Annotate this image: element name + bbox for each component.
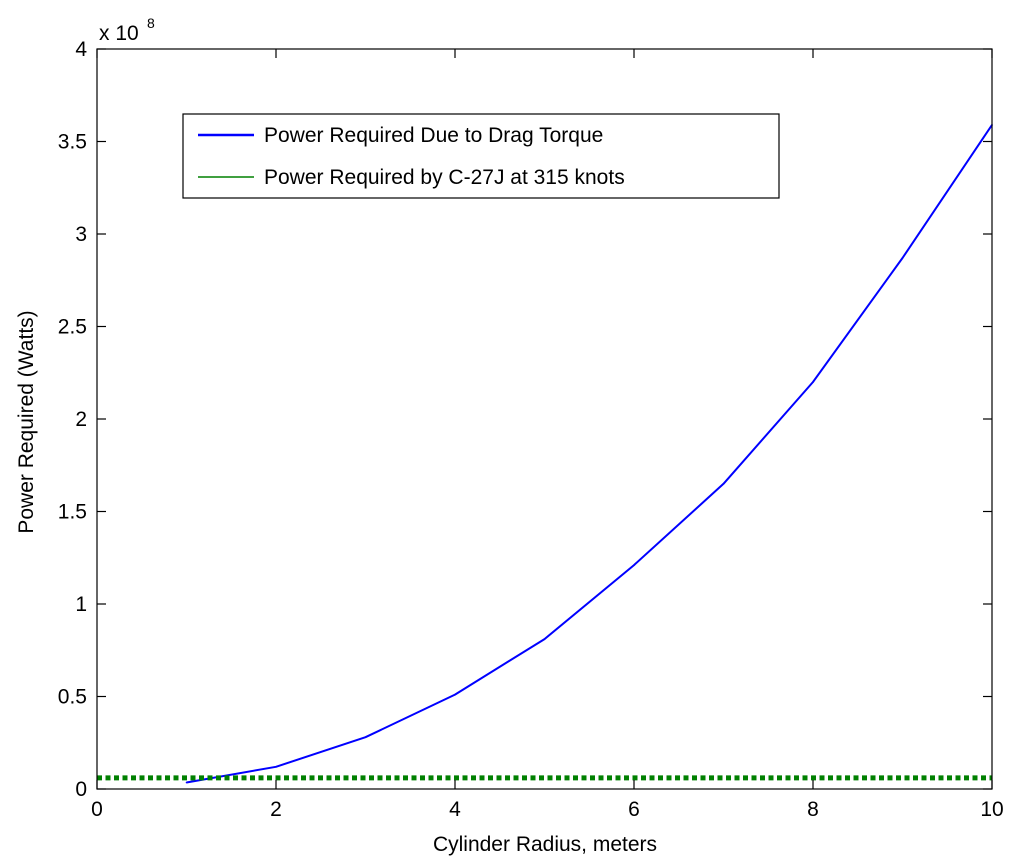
data-point-0-3	[454, 693, 456, 696]
y-axis-label: Power Required (Watts)	[15, 310, 38, 533]
y-exponent-power: 8	[147, 15, 155, 31]
data-point-0-5	[633, 564, 635, 566]
data-point-0-4	[543, 638, 546, 640]
ticks-layer: 0 2 4 6 8 10 0 0.5 1 1.5 2 2.5 3 3.5 4	[58, 38, 1004, 821]
data-point-0-1	[275, 766, 277, 768]
x-axis-label: Cylinder Radius, meters	[433, 833, 657, 856]
y-tick-label-2: 1	[75, 593, 87, 616]
y-exponent-base: x 10	[99, 22, 139, 45]
y-tick-label-0: 0	[75, 778, 87, 801]
y-tick-label-8: 4	[75, 38, 87, 61]
x-tick-label-0: 0	[91, 798, 103, 821]
x-tick-label-2: 4	[449, 798, 461, 821]
y-tick-label-3: 1.5	[58, 501, 87, 524]
legend: Power Required Due to Drag Torque Power …	[182, 113, 780, 199]
y-tick-label-1: 0.5	[58, 686, 87, 709]
x-tick-label-4: 8	[807, 798, 819, 821]
legend-label-c27j: Power Required by C-27J at 315 knots	[264, 166, 625, 189]
y-tick-label-4: 2	[75, 408, 87, 431]
x-tick-label-5: 10	[980, 798, 1003, 821]
x-tick-label-1: 2	[270, 798, 282, 821]
legend-box	[182, 113, 780, 199]
data-point-0-8	[901, 257, 904, 259]
data-point-0-6	[722, 482, 725, 485]
legend-label-drag-torque: Power Required Due to Drag Torque	[264, 124, 603, 147]
y-tick-label-6: 3	[75, 223, 87, 246]
series-line-0	[186, 124, 993, 784]
y-axis-exponent: x 10 8	[99, 15, 155, 45]
x-tick-label-3: 6	[628, 798, 640, 821]
y-tick-label-7: 3.5	[58, 131, 87, 154]
data-point-0-0	[185, 781, 188, 784]
data-point-0-7	[812, 381, 814, 383]
data-point-0-2	[364, 736, 367, 738]
y-tick-label-5: 2.5	[58, 316, 87, 339]
